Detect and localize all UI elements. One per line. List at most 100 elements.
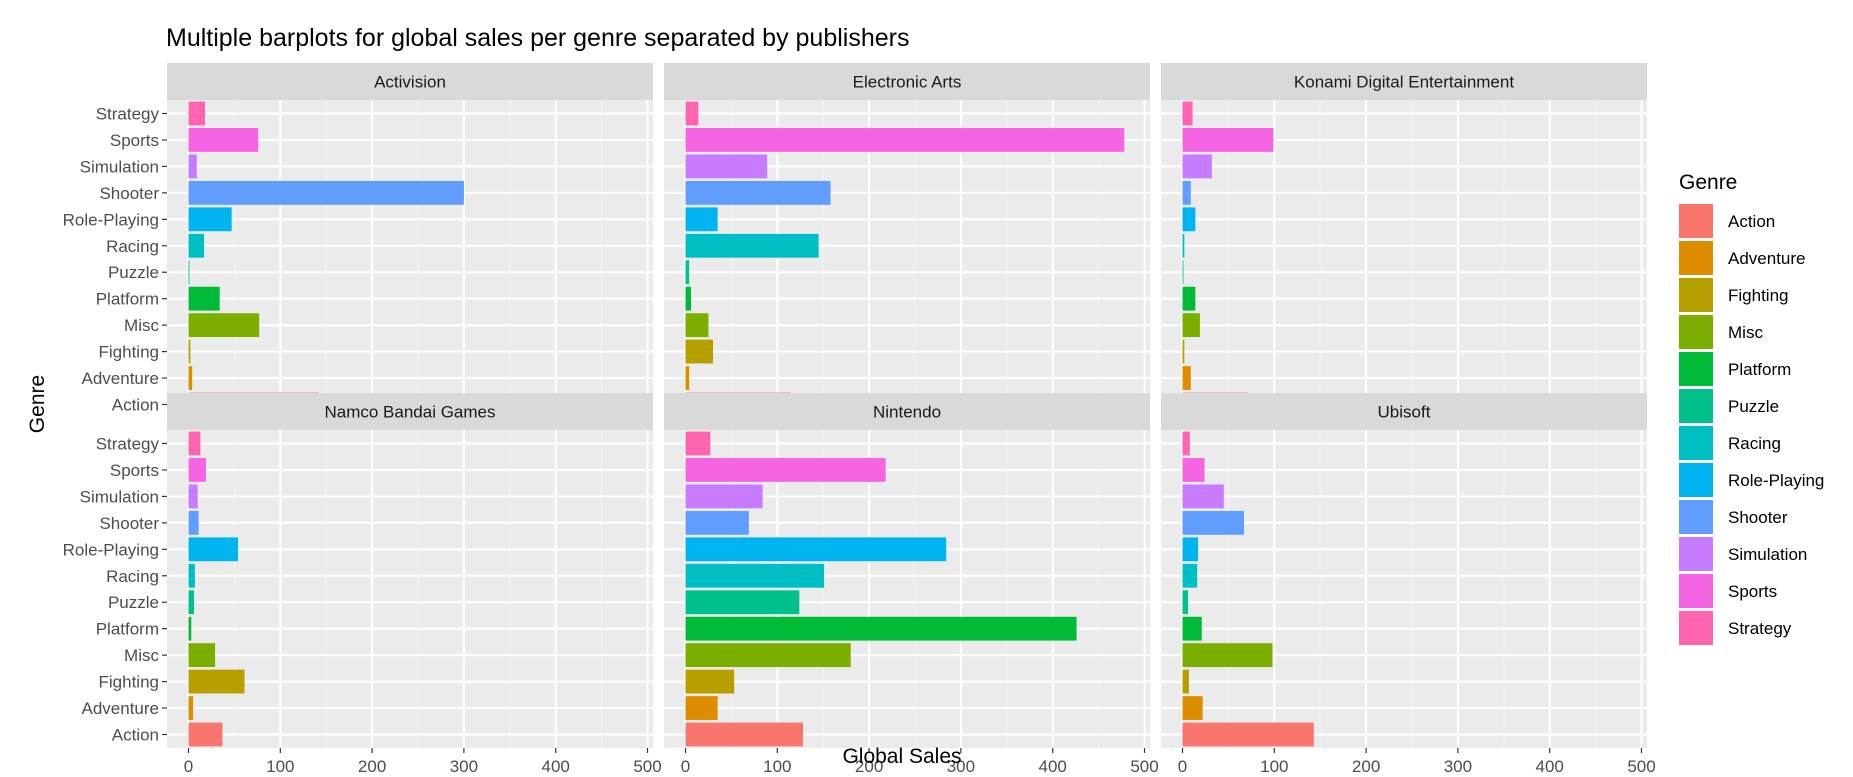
panel-background: [664, 430, 1150, 748]
x-tick-label: 500: [1627, 757, 1655, 776]
bar-racing: Racing: 151: [685, 563, 825, 588]
bar-role-playing: Role-Playing: 35: [685, 207, 718, 232]
bar-misc: Misc: 25: [685, 313, 709, 338]
facet-strip-label: Konami Digital Entertainment: [1294, 73, 1514, 92]
y-tick-label: Sports: [110, 131, 159, 150]
bar-strategy: Strategy: 27: [685, 431, 711, 456]
y-tick-label: Fighting: [99, 673, 159, 692]
x-tick-label: 400: [1536, 757, 1564, 776]
y-tick-label: Shooter: [99, 514, 159, 533]
bar-puzzle: Puzzle: 6: [188, 590, 195, 615]
legend-key-puzzle: [1679, 389, 1713, 423]
legend-label-action: Action: [1728, 212, 1775, 231]
facet-strip-label: Nintendo: [873, 403, 941, 422]
legend-label-fighting: Fighting: [1728, 286, 1788, 305]
bar-misc: Misc: 180: [685, 643, 851, 668]
y-tick-label: Simulation: [80, 157, 159, 176]
y-tick-label: Shooter: [99, 184, 159, 203]
x-tick-label: 200: [358, 757, 386, 776]
facet-namco-bandai-games: Namco Bandai Games Action: 37 Adventure: 5…: [63, 393, 662, 776]
x-tick-label: 100: [266, 757, 294, 776]
y-tick-label: Platform: [96, 620, 159, 639]
x-tick-label: 500: [1130, 757, 1158, 776]
y-tick-label: Platform: [96, 290, 159, 309]
bar-fighting: Fighting: 7: [1182, 669, 1189, 694]
bar-sports: Sports: 19: [188, 458, 206, 482]
panel-background: [664, 100, 1150, 418]
legend-key-adventure: [1679, 241, 1713, 275]
panel-background: [167, 100, 653, 418]
legend-key-action: [1679, 204, 1713, 238]
bar-strategy: Strategy: 18: [188, 101, 206, 126]
x-tick-label: 500: [633, 757, 661, 776]
bar-puzzle: Puzzle: 124: [685, 590, 800, 615]
bar-shooter: Shooter: 69: [685, 510, 749, 535]
legend-key-simulation: [1679, 537, 1713, 571]
panel-background: [1161, 100, 1647, 418]
bar-adventure: Adventure: 4: [188, 366, 193, 390]
facet-electronic-arts: Electronic ArtsAction: 115Adventure: 4Fi…: [664, 63, 1150, 418]
x-tick-label: 0: [681, 757, 690, 776]
y-tick-label: Puzzle: [108, 263, 159, 282]
bar-misc: Misc: 19: [1182, 313, 1200, 338]
bar-misc: Misc: 77: [188, 313, 260, 338]
bar-puzzle: Puzzle: 6: [1182, 590, 1189, 615]
bar-fighting: Fighting: 53: [685, 669, 735, 694]
bar-shooter: Shooter: 67: [1182, 510, 1245, 535]
legend-label-sports: Sports: [1728, 582, 1777, 601]
bar-shooter: Shooter: 158: [685, 180, 831, 205]
x-tick-label: 300: [1444, 757, 1472, 776]
y-tick-label: Puzzle: [108, 593, 159, 612]
x-tick-label: 0: [184, 757, 193, 776]
facet-nintendo: Nintendo Action: 128Adventure: 35Fighting…: [664, 393, 1159, 776]
facet-strip-label: Ubisoft: [1378, 403, 1431, 422]
legend-label-puzzle: Puzzle: [1728, 397, 1779, 416]
legend-key-misc: [1679, 315, 1713, 349]
bar-fighting: Fighting: 61: [188, 669, 245, 694]
legend: Genre Action Adventure Fighting Misc Platfor…: [1679, 171, 1824, 645]
facet-konami-digital-entertainment: Konami Digital EntertainmentAction: 71Ad…: [1161, 63, 1647, 418]
bar-role-playing: Role-Playing: 14: [1182, 207, 1196, 232]
y-tick-label: Strategy: [96, 105, 160, 124]
legend-key-sports: [1679, 574, 1713, 608]
y-tick-label: Role-Playing: [63, 210, 159, 229]
bar-sports: Sports: 24: [1182, 458, 1205, 482]
bar-racing: Racing: 2: [1182, 233, 1185, 258]
y-tick-label: Action: [112, 396, 159, 415]
x-axis-label: Global Sales: [842, 745, 961, 768]
legend-label-strategy: Strategy: [1728, 619, 1792, 638]
x-tick-label: 200: [1352, 757, 1380, 776]
bar-sports: Sports: 76: [188, 128, 259, 152]
bar-racing: Racing: 145: [685, 233, 819, 258]
facet-strip-label: Namco Bandai Games: [324, 403, 495, 422]
legend-key-racing: [1679, 426, 1713, 460]
bar-sports: Sports: 478: [685, 128, 1125, 152]
legend-label-adventure: Adventure: [1728, 249, 1806, 268]
x-tick-label: 200: [855, 757, 883, 776]
bar-strategy: Strategy: 11: [1182, 101, 1193, 126]
y-tick-label: Adventure: [82, 699, 160, 718]
legend-label-simulation: Simulation: [1728, 545, 1807, 564]
bar-simulation: Simulation: 10: [188, 484, 198, 509]
bar-shooter: Shooter: 300: [188, 180, 464, 205]
legend-title: Genre: [1679, 171, 1737, 194]
bar-shooter: Shooter: 9: [1182, 180, 1191, 205]
bar-simulation: Simulation: 89: [685, 154, 768, 179]
x-tick-label: 300: [947, 757, 975, 776]
bar-strategy: Strategy: 13: [188, 431, 201, 456]
bar-sports: Sports: 218: [685, 458, 886, 482]
bar-action: Action: 128: [685, 722, 804, 747]
panel-background: [1161, 430, 1647, 748]
legend-label-racing: Racing: [1728, 434, 1781, 453]
legend-label-role-playing: Role-Playing: [1728, 471, 1824, 490]
y-tick-label: Action: [112, 726, 159, 745]
y-tick-label: Strategy: [96, 435, 160, 454]
y-tick-label: Simulation: [80, 487, 159, 506]
bar-platform: Platform: 3: [188, 616, 192, 641]
bar-misc: Misc: 98: [1182, 643, 1273, 668]
bar-sports: Sports: 99: [1182, 128, 1274, 152]
x-tick-label: 400: [1039, 757, 1067, 776]
bar-simulation: Simulation: 45: [1182, 484, 1224, 509]
